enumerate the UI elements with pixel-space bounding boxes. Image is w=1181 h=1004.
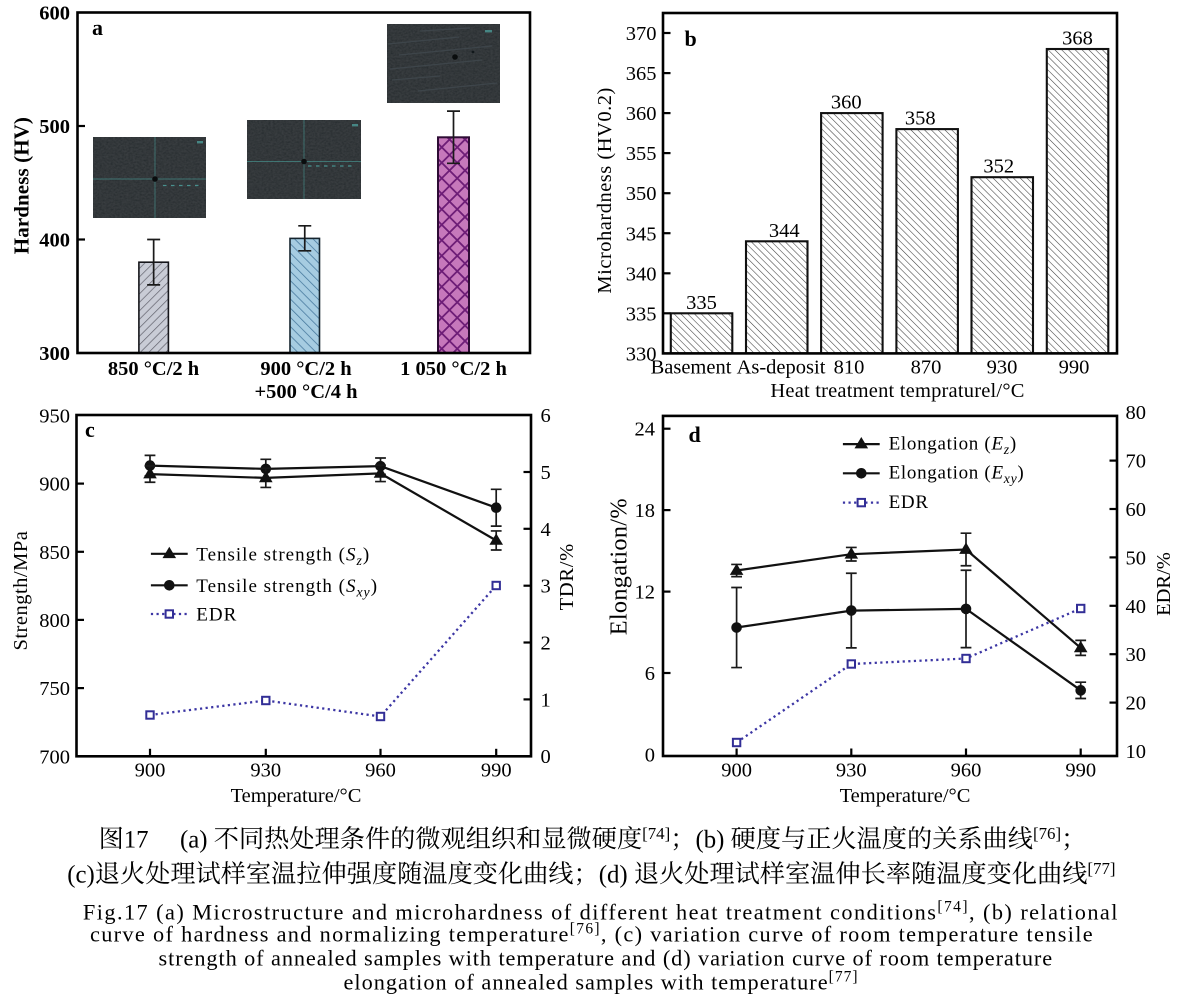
svg-text:(c): (c) [67,861,95,888]
svg-text:900: 900 [135,760,166,782]
svg-text:6: 6 [645,663,655,685]
svg-text:990: 990 [481,760,512,782]
svg-text:900: 900 [39,474,70,496]
svg-text:Elongation (Ez): Elongation (Ez) [889,434,1017,458]
svg-text:Temperature/°C: Temperature/°C [840,785,971,807]
svg-text:[76]: [76] [1033,824,1061,843]
svg-text:990: 990 [1065,760,1096,782]
svg-text:As-deposit: As-deposit [737,357,826,379]
svg-text:(a): (a) [180,826,208,853]
svg-text:6: 6 [541,405,551,427]
svg-text:Elongation (Exy): Elongation (Exy) [889,463,1025,487]
svg-text:d: d [689,422,701,447]
svg-text:3: 3 [541,576,551,598]
svg-text:a: a [92,15,103,40]
svg-text:b: b [685,26,697,51]
svg-text:Microhardness (HV0.2): Microhardness (HV0.2) [594,87,616,293]
svg-text:17: 17 [124,826,149,853]
svg-text:900: 900 [721,760,752,782]
svg-text:Strength/MPa: Strength/MPa [10,531,32,651]
svg-text:360: 360 [831,92,862,114]
svg-text:950: 950 [39,405,70,427]
svg-text:990: 990 [1059,357,1090,379]
svg-text:Elongation/%: Elongation/% [606,498,633,635]
svg-text:810: 810 [834,357,865,379]
svg-text:500: 500 [39,116,70,138]
svg-text:930: 930 [836,760,867,782]
svg-text:(b): (b) [696,826,725,853]
svg-text:50: 50 [1126,547,1147,569]
svg-text:40: 40 [1126,596,1147,618]
svg-text:700: 700 [39,746,70,768]
svg-text:960: 960 [365,760,396,782]
svg-text:1 050 °C/2 h: 1 050 °C/2 h [400,358,507,380]
svg-text:Temperature/°C: Temperature/°C [231,785,362,807]
svg-text:5: 5 [541,462,551,484]
svg-text:850: 850 [39,542,70,564]
svg-text:curve of hardness and normaliz: curve of hardness and normalizing temper… [90,921,1094,947]
svg-text:330: 330 [626,343,657,365]
svg-text:strength of annealed samples w: strength of annealed samples with temper… [159,946,1054,971]
svg-text:800: 800 [39,610,70,632]
svg-text:Tensile strength (Sxy): Tensile strength (Sxy) [196,576,378,600]
svg-text:600: 600 [39,3,70,25]
svg-text:30: 30 [1126,644,1147,666]
svg-text:70: 70 [1126,451,1147,473]
svg-text:Tensile strength (Sz): Tensile strength (Sz) [196,545,370,569]
svg-text:960: 960 [951,760,982,782]
svg-text:Basement: Basement [651,357,732,379]
svg-text:0: 0 [541,746,551,768]
svg-text:358: 358 [905,108,936,130]
svg-text:400: 400 [39,230,70,252]
svg-text:EDR: EDR [889,492,929,513]
svg-text:360: 360 [626,103,657,125]
svg-text:2: 2 [541,633,551,655]
svg-text:930: 930 [987,357,1018,379]
svg-text:368: 368 [1062,28,1093,50]
svg-text:TDR/%: TDR/% [556,543,578,610]
svg-text:350: 350 [626,183,657,205]
svg-text:340: 340 [626,263,657,285]
svg-text:Hardness (HV): Hardness (HV) [10,117,34,254]
svg-text:24: 24 [635,419,656,441]
svg-text:[77]: [77] [1087,859,1115,878]
svg-text:20: 20 [1126,693,1147,715]
svg-text:352: 352 [983,156,1014,178]
svg-text:344: 344 [769,220,800,242]
svg-text:c: c [85,417,95,442]
svg-text:370: 370 [626,23,657,45]
svg-text:4: 4 [541,519,551,541]
svg-text:870: 870 [911,357,942,379]
svg-text:335: 335 [626,303,657,325]
svg-text:Fig.17 (a) Microstructure and: Fig.17 (a) Microstructure and microhardn… [83,899,1119,925]
svg-text:10: 10 [1126,741,1147,763]
svg-text:335: 335 [686,292,717,314]
svg-text:900 °C/2 h: 900 °C/2 h [260,358,352,380]
svg-text:12: 12 [635,582,656,604]
svg-text:60: 60 [1126,499,1147,521]
svg-text:750: 750 [39,678,70,700]
svg-text:0: 0 [645,744,655,766]
svg-text:345: 345 [626,223,657,245]
svg-text:+500 °C/4 h: +500 °C/4 h [254,381,358,403]
svg-text:300: 300 [39,343,70,365]
svg-text:elongation of annealed samples: elongation of annealed samples with temp… [343,969,858,995]
svg-text:930: 930 [250,760,281,782]
svg-text:EDR/%: EDR/% [1153,552,1175,616]
svg-text:355: 355 [626,143,657,165]
svg-text:[74]: [74] [642,824,670,843]
svg-text:850 °C/2 h: 850 °C/2 h [108,358,200,380]
svg-text:80: 80 [1126,402,1147,424]
svg-text:EDR: EDR [196,605,237,626]
svg-text:1: 1 [541,689,551,711]
svg-text:18: 18 [635,500,656,522]
svg-text:Heat treatment tempraturel/°C: Heat treatment tempraturel/°C [770,380,1024,402]
svg-text:365: 365 [626,63,657,85]
svg-text:(d): (d) [599,861,628,888]
